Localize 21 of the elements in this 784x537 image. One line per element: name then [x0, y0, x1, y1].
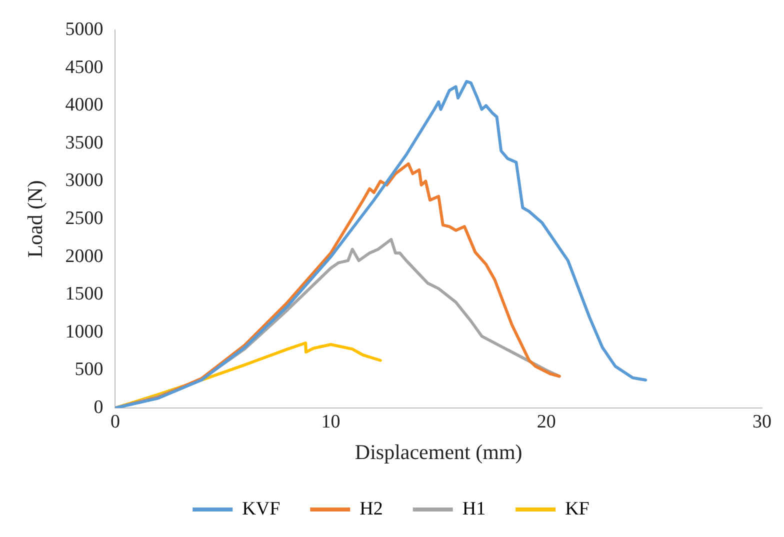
y-tick-label: 4000: [65, 94, 104, 116]
legend-label: KF: [565, 498, 590, 520]
x-axis-title: Displacement (mm): [354, 440, 522, 464]
x-tick-label: 20: [536, 411, 556, 432]
y-tick-label: 1000: [65, 321, 104, 342]
y-tick-label: 3000: [65, 170, 104, 192]
legend-label: H2: [360, 498, 383, 520]
y-tick-label: 3500: [65, 132, 104, 154]
legend-label: H1: [462, 498, 486, 520]
y-tick-label: 5000: [65, 18, 104, 40]
x-tick-label: 0: [110, 411, 120, 432]
x-tick-label: 30: [752, 411, 772, 432]
legend-label: KVF: [242, 498, 280, 520]
y-axis-title: Load (N): [23, 180, 48, 258]
y-tick-label: 4500: [65, 56, 104, 78]
y-tick-label: 500: [74, 359, 104, 380]
x-tick-label: 10: [321, 411, 340, 432]
y-tick-label: 0: [94, 396, 104, 418]
y-tick-label: 2500: [65, 208, 104, 229]
y-tick-label: 2000: [65, 246, 104, 267]
y-tick-label: 1500: [65, 284, 104, 305]
